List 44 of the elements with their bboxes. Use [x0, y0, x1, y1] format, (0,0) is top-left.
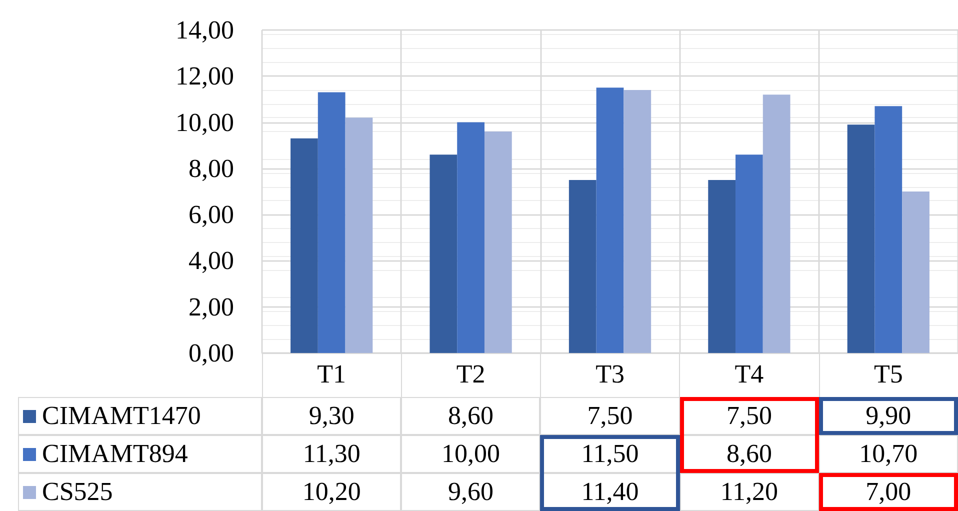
legend-label: CIMAMT894 — [42, 439, 188, 469]
x-tick-label: T3 — [596, 360, 624, 388]
bar — [762, 94, 790, 353]
data-label: 11,50 — [540, 435, 680, 473]
data-label: 10,20 — [262, 473, 402, 511]
data-label: 7,50 — [680, 397, 819, 435]
bar — [290, 138, 318, 353]
bar — [568, 180, 596, 353]
data-label: 11,30 — [262, 435, 402, 473]
y-tick-label: 8,00 — [188, 154, 234, 183]
x-tick-label: T4 — [734, 360, 764, 388]
bar — [847, 124, 875, 353]
bar — [902, 192, 930, 353]
data-label: 8,60 — [680, 435, 819, 473]
y-tick-label: 6,00 — [188, 200, 234, 230]
y-tick-label: 10,00 — [176, 108, 234, 137]
data-label: 8,60 — [401, 397, 540, 435]
x-tick-label: T1 — [317, 360, 346, 388]
legend-label: CIMAMT1470 — [42, 401, 201, 431]
y-tick-label: 0,00 — [188, 338, 234, 368]
bar — [457, 122, 484, 353]
bar — [736, 154, 763, 353]
y-tick-label: 4,00 — [188, 246, 234, 276]
data-label: 10,70 — [818, 435, 958, 473]
y-tick-label: 14,00 — [176, 16, 234, 44]
data-label: 9,60 — [401, 473, 540, 511]
y-tick-label: 2,00 — [188, 292, 234, 322]
bar — [596, 88, 624, 353]
bar — [874, 106, 902, 353]
x-tick-label: T2 — [456, 360, 486, 388]
x-tick-label: T5 — [874, 360, 903, 388]
bar — [624, 90, 652, 353]
y-tick-label: 12,00 — [176, 62, 234, 91]
bar — [484, 132, 512, 353]
bar — [708, 180, 736, 353]
bar — [345, 118, 373, 353]
bar — [318, 92, 346, 353]
data-label: 11,20 — [680, 473, 819, 511]
bar — [430, 154, 458, 353]
data-label: 9,30 — [262, 397, 402, 435]
legend-label: CS525 — [42, 477, 113, 507]
data-label: 11,40 — [540, 473, 680, 511]
data-label: 7,50 — [540, 397, 680, 435]
data-label: 10,00 — [401, 435, 540, 473]
